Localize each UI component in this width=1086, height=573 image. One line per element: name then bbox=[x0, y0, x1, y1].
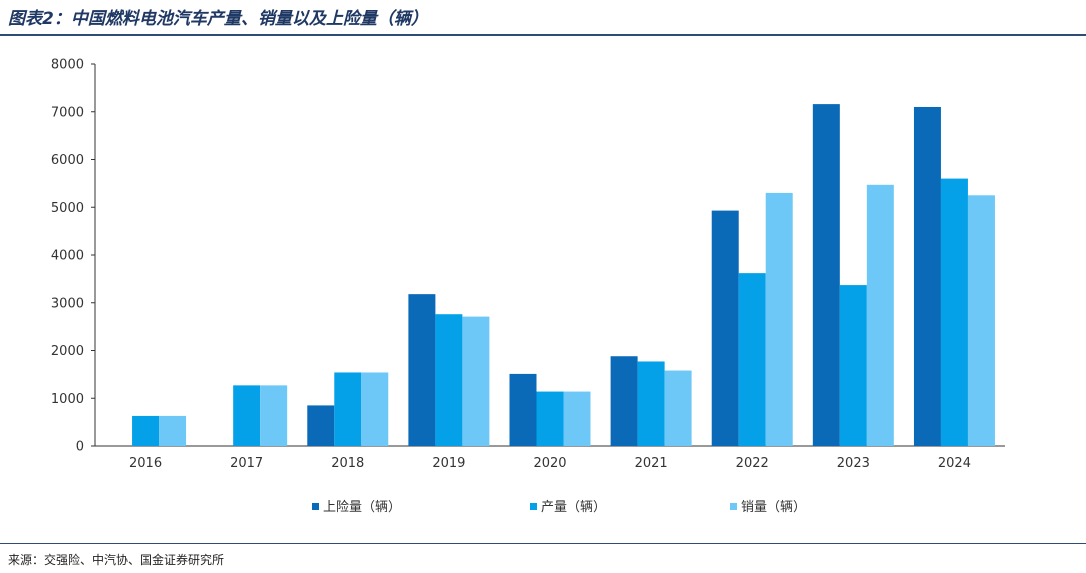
x-tick-label: 2022 bbox=[736, 456, 769, 471]
y-tick-label: 4000 bbox=[51, 249, 84, 264]
legend-label: 产量（辆） bbox=[541, 500, 606, 515]
y-tick-label: 1000 bbox=[51, 392, 84, 407]
bar-2018-s0 bbox=[307, 405, 335, 446]
x-tick-label: 2020 bbox=[533, 456, 566, 471]
bar-2017-s1 bbox=[233, 385, 261, 446]
bar-2020-s1 bbox=[536, 391, 564, 446]
bar-2021-s2 bbox=[664, 370, 692, 446]
y-axis: 0 1000 2000 3000 4000 5000 6000 7000 8000 bbox=[51, 58, 96, 455]
source-note: 来源：交强险、中汽协、国金证券研究所 bbox=[8, 553, 225, 567]
legend-swatch bbox=[530, 503, 537, 510]
y-tick-label: 2000 bbox=[51, 344, 84, 359]
bar-2022-s1 bbox=[738, 273, 766, 446]
y-tick-label: 7000 bbox=[51, 105, 84, 120]
bar-2022-s0 bbox=[711, 210, 739, 446]
legend-label: 上险量（辆） bbox=[323, 500, 401, 515]
y-tick-label: 6000 bbox=[51, 153, 84, 168]
bar-2019-s2 bbox=[462, 316, 490, 446]
x-tick-label: 2019 bbox=[432, 456, 465, 471]
bar-2018-s2 bbox=[361, 372, 389, 446]
bar-2024-s0 bbox=[913, 106, 941, 446]
bar-2016-s1 bbox=[132, 415, 160, 446]
bar-2024-s1 bbox=[940, 178, 968, 446]
bar-2024-s2 bbox=[967, 195, 995, 446]
x-tick-label: 2018 bbox=[331, 456, 364, 471]
x-axis: 2016 2017 2018 2019 2020 2021 2022 2023 2024 bbox=[95, 445, 1005, 471]
title-divider bbox=[0, 34, 1086, 36]
bar-2021-s0 bbox=[610, 356, 638, 446]
bar-2016-s2 bbox=[159, 415, 187, 446]
y-tick-label: 3000 bbox=[51, 296, 84, 311]
bar-2023-s2 bbox=[866, 184, 894, 446]
bar-2021-s1 bbox=[637, 361, 665, 446]
bars bbox=[132, 104, 995, 447]
chart-title: 图表2：中国燃料电池汽车产量、销量以及上险量（辆） bbox=[8, 9, 428, 29]
x-tick-label: 2023 bbox=[837, 456, 870, 471]
bar-2023-s0 bbox=[812, 104, 840, 447]
y-tick-label: 5000 bbox=[51, 201, 84, 216]
x-tick-label: 2016 bbox=[129, 456, 162, 471]
x-tick-label: 2021 bbox=[635, 456, 668, 471]
x-tick-label: 2024 bbox=[938, 456, 971, 471]
bar-2020-s2 bbox=[563, 391, 591, 446]
bar-2022-s2 bbox=[765, 192, 793, 446]
legend-swatch bbox=[312, 503, 319, 510]
bar-2018-s1 bbox=[334, 372, 362, 446]
bar-2023-s1 bbox=[839, 285, 867, 446]
legend-swatch bbox=[730, 503, 737, 510]
y-tick-label: 0 bbox=[76, 440, 84, 455]
y-tick-label: 8000 bbox=[51, 58, 84, 73]
footer-divider bbox=[0, 543, 1086, 544]
bar-2017-s2 bbox=[260, 385, 288, 446]
legend-label: 销量（辆） bbox=[741, 500, 806, 515]
bar-2019-s0 bbox=[408, 294, 436, 446]
legend: 上险量（辆） 产量（辆） 销量（辆） bbox=[312, 500, 806, 515]
bar-2020-s0 bbox=[509, 373, 537, 446]
bar-2019-s1 bbox=[435, 314, 463, 446]
x-tick-label: 2017 bbox=[230, 456, 263, 471]
